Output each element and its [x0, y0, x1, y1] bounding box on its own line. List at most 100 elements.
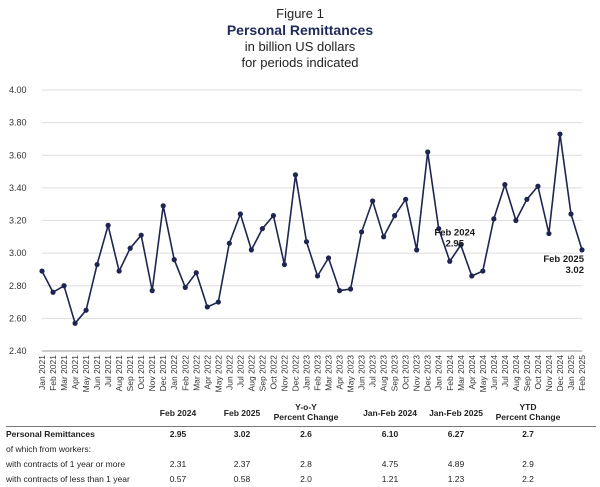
x-tick-label: Feb 2022 [180, 355, 190, 391]
table-row-label: Personal Remittances [6, 429, 95, 439]
x-tick-label: Jan 2024 [434, 355, 444, 390]
data-point [535, 183, 541, 189]
data-point [215, 299, 221, 305]
data-point [358, 229, 365, 235]
figure-label: Figure 1 [276, 6, 324, 21]
table-cell: 2.9 [522, 459, 534, 469]
data-point [182, 284, 188, 290]
x-tick-label: Sep 2022 [257, 355, 267, 392]
x-tick-label: Aug 2021 [114, 355, 124, 392]
y-tick-label: 2.60 [9, 313, 27, 323]
x-tick-label: Jul 2024 [500, 355, 510, 387]
table-row: with contracts of 1 year or more 2.31 2.37… [6, 459, 596, 472]
data-point [381, 234, 387, 240]
x-tick-label: Mar 2021 [59, 355, 69, 391]
x-tick-label: Mar 2023 [324, 355, 334, 391]
data-point [270, 213, 277, 219]
x-tick-label: Dec 2024 [555, 355, 565, 392]
data-point [557, 131, 563, 137]
x-tick-label: May 2021 [81, 355, 91, 393]
data-point [303, 239, 310, 245]
data-point [347, 286, 354, 292]
x-tick-label: Oct 2023 [401, 355, 411, 390]
data-point [292, 172, 299, 178]
x-tick-label: Mar 2022 [191, 355, 201, 391]
x-tick-label: Feb 2021 [48, 355, 58, 391]
x-tick-label: Apr 2023 [335, 355, 345, 390]
x-tick-label: Oct 2022 [268, 355, 278, 390]
table-header-cell: Jan-Feb 2024 [363, 408, 417, 418]
table-row-label: with contracts of less than 1 year [6, 474, 130, 484]
table-cell: 2.2 [522, 474, 534, 484]
data-point [72, 320, 78, 326]
x-tick-label: Dec 2023 [423, 355, 433, 392]
y-tick-label: 4.00 [9, 85, 27, 95]
annotation-value: 2.95 [446, 238, 465, 249]
table-row: Personal Remittances 2.95 3.02 2.6 6.10 6.27 2… [6, 429, 596, 442]
summary-table: Feb 2024 Feb 2025 Y-o-Y Percent Change Jan-… [6, 402, 596, 487]
data-point [204, 304, 210, 310]
data-point [248, 247, 254, 253]
x-tick-label: Nov 2024 [544, 355, 554, 392]
data-point [458, 242, 464, 248]
data-point [237, 211, 243, 217]
data-point [579, 247, 585, 253]
x-tick-label: Aug 2024 [511, 355, 521, 392]
table-cell: 2.0 [300, 474, 312, 484]
data-point [160, 203, 166, 209]
y-tick-label: 3.20 [9, 216, 27, 226]
table-row-label: with contracts of 1 year or more [6, 459, 126, 469]
line-chart: 2.40 2.60 2.80 3.00 3.20 3.40 3.60 3.80 4.00 Jan … [9, 85, 587, 393]
table-cell: 0.58 [233, 474, 251, 484]
table-cell: 2.31 [169, 459, 187, 469]
x-tick-label: Feb 2023 [313, 355, 323, 391]
x-tick-label: May 2024 [478, 355, 488, 393]
chart-titles: Figure 1 Personal Remittances in billion… [0, 6, 600, 71]
data-point [524, 196, 530, 202]
y-tick-label: 2.40 [9, 346, 27, 356]
x-tick-label: Sep 2024 [522, 355, 532, 392]
y-tick-label: 3.60 [9, 150, 27, 160]
annotation-label: Feb 2024 [434, 227, 475, 238]
table-cell: 2.37 [233, 459, 251, 469]
data-point [325, 255, 332, 261]
x-tick-label: Aug 2022 [246, 355, 256, 392]
table-header-cell: Feb 2024 [159, 408, 197, 418]
annotation-label: Feb 2025 [543, 254, 584, 265]
table-cell: 1.23 [447, 474, 465, 484]
x-tick-label: Nov 2021 [147, 355, 157, 392]
data-point [281, 261, 288, 268]
x-tick-label: Nov 2023 [412, 355, 422, 392]
data-point [546, 230, 552, 237]
x-tick-label: Feb 2024 [445, 355, 455, 391]
series-line [41, 133, 583, 325]
table-header-row: Feb 2024 Feb 2025 Y-o-Y Percent Change Jan-… [6, 402, 596, 427]
x-tick-label: Jun 2021 [92, 355, 102, 390]
x-tick-label: Nov 2022 [279, 355, 289, 392]
data-point [425, 149, 431, 155]
chart-unit: in billion US dollars [244, 39, 356, 54]
data-point [436, 226, 442, 232]
x-tick-label: Sep 2023 [390, 355, 400, 392]
x-tick-label: Jul 2021 [103, 355, 113, 387]
data-point [226, 240, 232, 246]
data-point [502, 182, 508, 188]
annotation-value: 3.02 [566, 265, 585, 276]
table-cell: 4.75 [381, 459, 399, 469]
table-row: of which from workers: [6, 444, 596, 457]
table-header-cell: Y-o-Y Percent Change [273, 402, 339, 422]
data-point [83, 307, 89, 313]
x-tick-label: Oct 2024 [533, 355, 543, 390]
y-tick-label: 3.00 [9, 248, 27, 258]
table-cell: 6.10 [381, 429, 399, 439]
x-tick-label: Apr 2022 [202, 355, 212, 390]
data-point [259, 226, 266, 232]
table-cell: 6.27 [447, 429, 465, 439]
data-point [39, 268, 45, 274]
data-point [171, 257, 177, 263]
data-point [336, 288, 343, 294]
data-point [314, 273, 321, 279]
data-point [94, 261, 100, 268]
x-tick-label: Mar 2024 [456, 355, 466, 391]
data-point [469, 273, 475, 279]
